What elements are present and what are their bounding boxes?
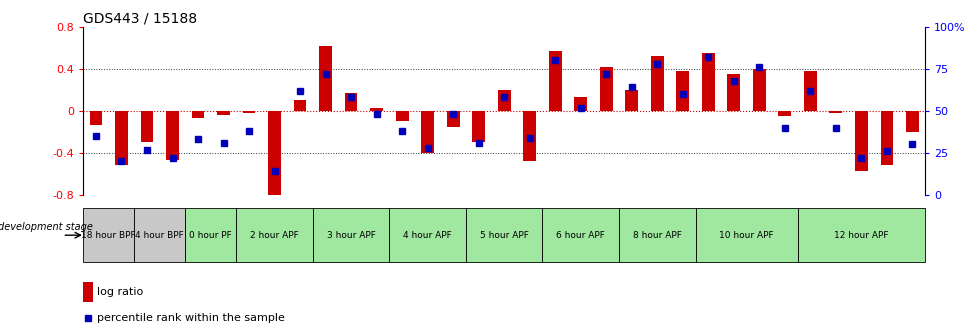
Bar xyxy=(797,208,924,262)
Bar xyxy=(828,111,841,113)
Text: 4 hour BPF: 4 hour BPF xyxy=(135,231,184,240)
Bar xyxy=(313,208,389,262)
Bar xyxy=(600,67,612,111)
Bar xyxy=(523,111,536,161)
Bar xyxy=(166,111,179,160)
Bar xyxy=(370,108,382,111)
Text: GDS443 / 15188: GDS443 / 15188 xyxy=(83,12,198,26)
Bar xyxy=(803,71,816,111)
Bar xyxy=(446,111,459,127)
Text: 2 hour APF: 2 hour APF xyxy=(250,231,298,240)
Bar xyxy=(618,208,694,262)
Bar xyxy=(542,208,618,262)
Bar xyxy=(344,93,357,111)
Bar xyxy=(141,111,154,142)
Text: 4 hour APF: 4 hour APF xyxy=(403,231,452,240)
Text: log ratio: log ratio xyxy=(97,287,143,297)
Bar xyxy=(192,111,204,118)
Text: percentile rank within the sample: percentile rank within the sample xyxy=(97,313,285,323)
Bar xyxy=(90,111,103,125)
Text: 0 hour PF: 0 hour PF xyxy=(189,231,232,240)
Bar xyxy=(389,208,466,262)
Bar xyxy=(471,111,484,142)
Text: 3 hour APF: 3 hour APF xyxy=(327,231,376,240)
Bar xyxy=(83,282,93,302)
Bar xyxy=(236,208,313,262)
Bar xyxy=(676,71,689,111)
Bar xyxy=(185,208,236,262)
Bar xyxy=(625,90,638,111)
Text: 10 hour APF: 10 hour APF xyxy=(719,231,773,240)
Text: 6 hour APF: 6 hour APF xyxy=(556,231,604,240)
Bar xyxy=(293,100,306,111)
Bar xyxy=(694,208,797,262)
Bar xyxy=(701,53,714,111)
Bar xyxy=(497,90,511,111)
Text: 5 hour APF: 5 hour APF xyxy=(479,231,528,240)
Bar xyxy=(319,46,332,111)
Bar xyxy=(217,111,230,115)
Bar xyxy=(854,111,867,171)
Text: 8 hour APF: 8 hour APF xyxy=(632,231,681,240)
Bar xyxy=(134,208,185,262)
Bar xyxy=(268,111,281,197)
Text: 12 hour APF: 12 hour APF xyxy=(833,231,888,240)
Bar xyxy=(421,111,433,153)
Bar xyxy=(650,56,663,111)
Text: 18 hour BPF: 18 hour BPF xyxy=(81,231,136,240)
Bar xyxy=(778,111,790,116)
Bar xyxy=(574,97,587,111)
Bar xyxy=(115,111,128,166)
Bar xyxy=(727,74,739,111)
Bar xyxy=(83,208,134,262)
Bar xyxy=(752,69,765,111)
Bar xyxy=(395,111,408,121)
Bar xyxy=(905,111,917,132)
Text: development stage: development stage xyxy=(0,222,93,232)
Bar xyxy=(243,111,255,113)
Bar xyxy=(466,208,542,262)
Bar xyxy=(879,111,892,166)
Bar xyxy=(549,51,561,111)
